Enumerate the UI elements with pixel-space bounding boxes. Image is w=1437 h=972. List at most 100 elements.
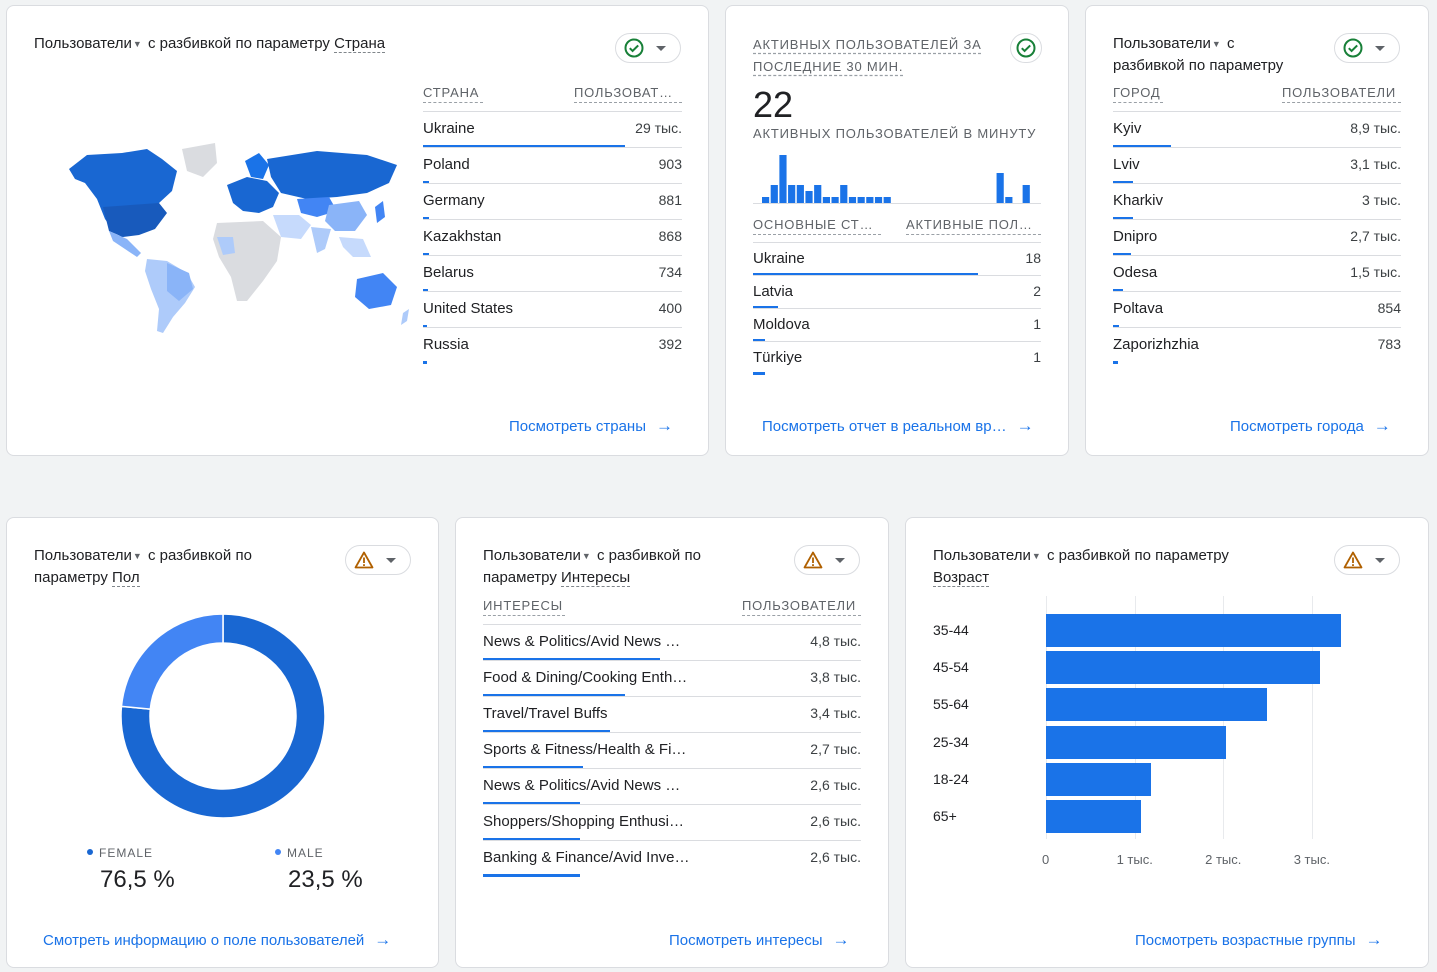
insight-status-button[interactable] [615,33,681,63]
minute-bar[interactable] [996,173,1004,203]
age-bar[interactable] [1046,762,1152,796]
dimension-selector[interactable]: Интересы [561,569,631,587]
row-proportion-bar [1113,253,1131,256]
view-gender-link[interactable]: Смотреть информацию о поле пользователей… [43,930,392,949]
age-bar[interactable] [1046,725,1226,759]
table-row[interactable]: Kharkiv 3 тыс. [1113,183,1401,220]
table-row[interactable]: News & Politics/Avid News … 4,8 тыс. [483,624,861,661]
view-interests-link[interactable]: Посмотреть интересы → [669,930,850,949]
minute-bar[interactable] [840,185,848,203]
insight-status-button[interactable] [345,545,411,575]
metric-selector[interactable]: Пользователи▼ [34,547,142,564]
age-bar[interactable] [1046,688,1267,722]
column-header-country[interactable]: ОСНОВНЫЕ СТР… [753,216,881,235]
minute-bar[interactable] [874,197,883,203]
age-bar-chart[interactable]: 0 1 тыс. 2 тыс. 3 тыс. 35-44 45-54 55-64 25-34 1… [906,518,1430,969]
metric-selector[interactable]: Пользователи▼ [34,35,142,52]
table-row[interactable]: Banking & Finance/Avid Inve… 2,6 тыс. [483,840,861,877]
table-row[interactable]: Zaporizhzhia 783 [1113,327,1401,364]
insight-status-button[interactable] [1010,33,1042,63]
table-row[interactable]: Germany 881 [423,183,682,220]
age-bar[interactable] [1046,651,1320,685]
check-circle-icon [1016,38,1036,58]
per-minute-chart[interactable] [753,152,1041,204]
arrow-right-icon: → [1016,416,1034,435]
metric-selector[interactable]: Пользователи▼ [933,547,1041,564]
row-label: Moldova [753,316,810,333]
row-label: Poland [423,156,470,173]
table-row[interactable]: Poland 903 [423,147,682,184]
gender-donut-chart[interactable] [118,611,328,821]
view-age-link[interactable]: Посмотреть возрастные группы → [1135,930,1383,949]
table-row[interactable]: Travel/Travel Buffs 3,4 тыс. [483,696,861,733]
minute-bar[interactable] [822,197,830,203]
minute-bar[interactable] [848,197,857,203]
arrow-right-icon: → [655,416,673,435]
minute-bar[interactable] [762,197,770,203]
table-row[interactable]: Latvia 2 [753,275,1041,309]
view-countries-link[interactable]: Посмотреть страны → [509,416,673,435]
minute-bar[interactable] [1022,185,1030,203]
table-row[interactable]: Russia 392 [423,327,682,364]
view-realtime-link[interactable]: Посмотреть отчет в реальном вр… → [762,416,1034,435]
column-header-active-users[interactable]: АКТИВНЫЕ ПОЛ… [906,216,1041,235]
row-value: 2,6 тыс. [810,813,861,829]
card-title: Пользователи▼ с разбивкой по параметру С… [34,35,386,53]
column-header-city[interactable]: ГОРОД [1113,84,1163,103]
table-row[interactable]: Belarus 734 [423,255,682,292]
row-proportion-bar [1113,217,1133,220]
dimension-selector[interactable]: Страна [334,35,386,53]
insight-status-button[interactable] [1334,545,1400,575]
row-label: Lviv [1113,156,1140,173]
metric-selector[interactable]: Пользователи▼ [483,547,591,564]
table-row[interactable]: United States 400 [423,291,682,328]
minute-bar[interactable] [788,185,796,203]
map-west-africa [217,237,235,255]
minute-bar[interactable] [883,197,891,203]
metric-selector[interactable]: Пользователи▼ [1113,35,1221,52]
minute-bar[interactable] [866,197,874,203]
column-header-country[interactable]: СТРАНА [423,84,483,103]
table-row[interactable]: News & Politics/Avid News … 2,6 тыс. [483,768,861,805]
donut-slice-female[interactable] [120,613,326,819]
minute-bar[interactable] [1005,197,1013,203]
minute-bar[interactable] [831,197,839,203]
row-proportion-bar [483,802,580,805]
row-value: 1 [1033,349,1041,365]
column-header-interests[interactable]: ИНТЕРЕСЫ [483,597,565,616]
minute-bar[interactable] [805,191,813,203]
dropdown-arrow-icon: ▼ [581,551,591,561]
table-row[interactable]: Poltava 854 [1113,291,1401,328]
table-row[interactable]: Moldova 1 [753,308,1041,342]
table-row[interactable]: Odesa 1,5 тыс. [1113,255,1401,292]
table-row[interactable]: Kyiv 8,9 тыс. [1113,111,1401,148]
table-row[interactable]: Food & Dining/Cooking Enth… 3,8 тыс. [483,660,861,697]
dimension-selector[interactable]: Пол [112,569,140,587]
table-row[interactable]: Türkiye 1 [753,341,1041,375]
age-bar[interactable] [1046,800,1141,833]
insight-status-button[interactable] [794,545,860,575]
minute-bar[interactable] [796,185,804,203]
minute-bar[interactable] [779,155,787,203]
table-row[interactable]: Shoppers/Shopping Enthusi… 2,6 тыс. [483,804,861,841]
table-row[interactable]: Sports & Fitness/Health & Fi… 2,7 тыс. [483,732,861,769]
table-row[interactable]: Dnipro 2,7 тыс. [1113,219,1401,256]
map-usa [103,203,167,237]
view-cities-link[interactable]: Посмотреть города → [1230,416,1391,435]
table-row[interactable]: Lviv 3,1 тыс. [1113,147,1401,184]
table-row[interactable]: Ukraine 18 [753,242,1041,276]
chevron-down-icon [1375,558,1385,563]
column-header-users[interactable]: ПОЛЬЗОВАТ… [574,84,682,103]
minute-bar[interactable] [814,185,822,203]
dimension-selector[interactable]: Возраст [933,569,990,587]
table-row[interactable]: Ukraine 29 тыс. [423,111,682,148]
age-bar[interactable] [1046,614,1341,647]
column-header-users[interactable]: ПОЛЬЗОВАТЕЛИ [1282,84,1401,103]
minute-bar[interactable] [857,197,865,203]
column-header-users[interactable]: ПОЛЬЗОВАТЕЛИ [742,597,861,616]
world-map[interactable] [67,141,412,336]
table-row[interactable]: Kazakhstan 868 [423,219,682,256]
minute-bar[interactable] [770,185,778,203]
insight-status-button[interactable] [1334,33,1400,63]
donut-slice-male[interactable] [120,613,224,710]
